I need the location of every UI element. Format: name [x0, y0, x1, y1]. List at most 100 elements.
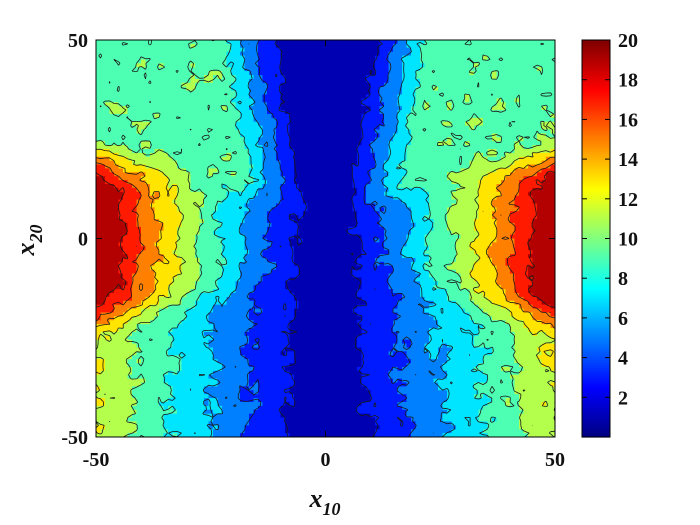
heatmap-cell	[352, 59, 358, 64]
heatmap-cell	[298, 71, 304, 76]
heatmap-cell	[186, 98, 192, 103]
heatmap-cell	[379, 160, 385, 166]
heatmap-cell	[514, 207, 520, 212]
heatmap-cell	[339, 199, 345, 205]
heatmap-cell	[438, 63, 444, 68]
heatmap-cell	[303, 59, 309, 64]
heatmap-cell	[262, 145, 268, 150]
heatmap-cell	[379, 113, 385, 119]
heatmap-cell	[105, 59, 111, 64]
heatmap-cell	[447, 141, 453, 146]
heatmap-cell	[402, 187, 408, 193]
heatmap-cell	[186, 43, 192, 49]
heatmap-cell	[303, 43, 309, 49]
heatmap-cell	[240, 180, 246, 185]
heatmap-cell	[456, 125, 462, 131]
heatmap-cell	[141, 160, 147, 166]
heatmap-cell	[132, 94, 138, 99]
heatmap-cell	[181, 59, 187, 64]
heatmap-cell	[199, 40, 205, 45]
heatmap-cell	[199, 86, 205, 92]
heatmap-cell	[523, 133, 529, 138]
heatmap-cell	[402, 148, 408, 154]
heatmap-cell	[433, 195, 439, 201]
heatmap-cell	[447, 211, 453, 216]
heatmap-cell	[370, 75, 376, 80]
heatmap-cell	[438, 145, 444, 150]
heatmap-cell	[109, 203, 115, 208]
heatmap-cell	[397, 222, 403, 228]
heatmap-cell	[172, 98, 178, 103]
heatmap-cell	[312, 195, 318, 201]
heatmap-cell	[339, 187, 345, 193]
heatmap-cell	[352, 121, 358, 127]
heatmap-cell	[163, 94, 169, 99]
heatmap-cell	[159, 40, 165, 45]
heatmap-cell	[177, 164, 183, 170]
heatmap-cell	[541, 211, 547, 216]
heatmap-cell	[199, 133, 205, 138]
heatmap-cell	[433, 187, 439, 193]
heatmap-cell	[415, 113, 421, 119]
heatmap-cell	[352, 160, 358, 166]
heatmap-cell	[258, 110, 264, 115]
heatmap-cell	[231, 106, 237, 111]
heatmap-cell	[343, 137, 349, 142]
heatmap-cell	[438, 207, 444, 212]
heatmap-cell	[415, 117, 421, 123]
heatmap-cell	[154, 160, 160, 166]
heatmap-cell	[420, 110, 426, 115]
heatmap-cell	[357, 40, 363, 45]
heatmap-cell	[492, 110, 498, 115]
heatmap-cell	[280, 168, 286, 173]
heatmap-cell	[402, 63, 408, 68]
heatmap-cell	[235, 78, 241, 84]
heatmap-cell	[240, 113, 246, 119]
heatmap-cell	[217, 75, 223, 80]
heatmap-cell	[240, 172, 246, 177]
heatmap-cell	[204, 51, 210, 57]
heatmap-cell	[442, 207, 448, 212]
heatmap-cell	[163, 187, 169, 193]
heatmap-cell	[312, 43, 318, 49]
heatmap-cell	[361, 164, 367, 170]
heatmap-cell	[370, 67, 376, 72]
heatmap-cell	[406, 148, 412, 154]
heatmap-cell	[442, 40, 448, 45]
heatmap-cell	[267, 191, 273, 197]
heatmap-cell	[550, 184, 555, 189]
heatmap-cell	[352, 94, 358, 99]
heatmap-cell	[136, 63, 142, 68]
heatmap-cell	[100, 160, 106, 166]
heatmap-cell	[474, 102, 480, 107]
heatmap-cell	[397, 145, 403, 150]
heatmap-cell	[451, 59, 457, 64]
heatmap-cell	[118, 184, 124, 189]
heatmap-cell	[240, 141, 246, 146]
heatmap-cell	[298, 168, 304, 173]
heatmap-cell	[280, 180, 286, 185]
heatmap-cell	[465, 75, 471, 80]
heatmap-cell	[438, 102, 444, 107]
heatmap-cell	[478, 156, 484, 162]
heatmap-cell	[402, 164, 408, 170]
heatmap-cell	[235, 187, 241, 193]
heatmap-cell	[217, 152, 223, 158]
heatmap-cell	[150, 117, 156, 123]
heatmap-cell	[348, 160, 354, 166]
heatmap-cell	[411, 75, 417, 80]
heatmap-cell	[271, 117, 277, 123]
heatmap-cell	[114, 82, 120, 88]
heatmap-cell	[442, 59, 448, 64]
heatmap-cell	[510, 226, 516, 232]
heatmap-cell	[150, 172, 156, 177]
heatmap-cell	[168, 137, 174, 142]
heatmap-cell	[199, 199, 205, 205]
heatmap-cell	[483, 184, 489, 189]
heatmap-cell	[465, 172, 471, 177]
heatmap-cell	[118, 129, 124, 135]
heatmap-cell	[118, 172, 124, 177]
heatmap-cell	[114, 63, 120, 68]
heatmap-cell	[258, 90, 264, 96]
heatmap-cell	[411, 219, 417, 224]
